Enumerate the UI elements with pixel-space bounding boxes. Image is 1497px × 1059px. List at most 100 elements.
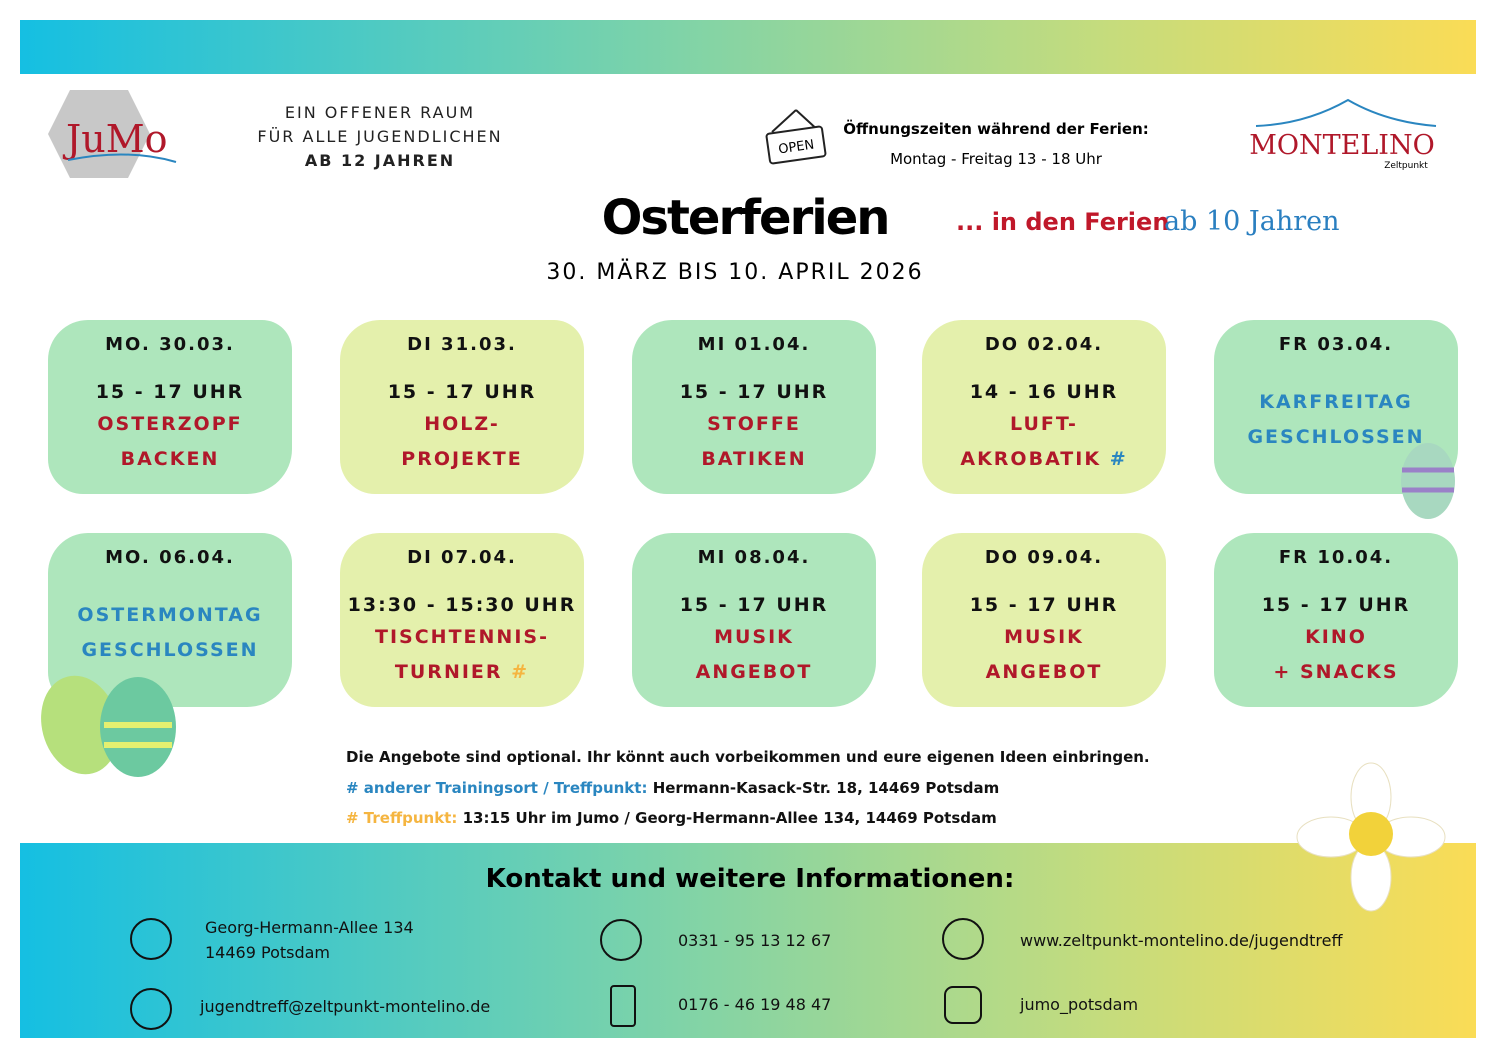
logo-sub: Zeltpunkt xyxy=(1384,161,1428,171)
activity-text: BACKEN xyxy=(120,448,220,470)
activity-text: GESCHLOSSEN xyxy=(1247,426,1425,448)
day-date: FR 10.04. xyxy=(1278,547,1394,568)
activity-line: TISCHTENNIS- xyxy=(340,620,584,655)
day-box: MI 08.04. 15 - 17 UHR MUSIK ANGEBOT xyxy=(632,533,876,707)
activity-line: BACKEN xyxy=(48,442,292,477)
mail-icon xyxy=(130,988,172,1030)
activity-line: OSTERMONTAG xyxy=(48,598,292,633)
day-date: FR 03.04. xyxy=(1278,334,1394,355)
day-activity: MUSIK ANGEBOT xyxy=(922,620,1166,690)
day-activity: OSTERMONTAG GESCHLOSSEN xyxy=(48,598,292,668)
activity-text: KINO xyxy=(1305,626,1367,648)
activity-text: TISCHTENNIS- xyxy=(375,626,549,648)
activity-line: KARFREITAG xyxy=(1214,385,1458,420)
title: Osterferien xyxy=(601,190,891,246)
day-time: 15 - 17 UHR xyxy=(387,381,537,403)
logo-text: MONTELINO xyxy=(1249,130,1434,161)
day-time: 13:30 - 15:30 UHR xyxy=(347,594,577,616)
day-box: DI 31.03. 15 - 17 UHR HOLZ- PROJEKTE xyxy=(340,320,584,494)
activity-line: OSTERZOPF xyxy=(48,407,292,442)
day-box: DO 02.04. 14 - 16 UHR LUFT- AKROBATIK # xyxy=(922,320,1166,494)
hours: Montag - Freitag 13 - 18 Uhr xyxy=(890,150,1102,168)
marker: # xyxy=(511,661,530,683)
tagline-line: AB 12 JAHREN xyxy=(304,151,456,170)
activity-text: STOFFE xyxy=(707,413,801,435)
activity-line: GESCHLOSSEN xyxy=(48,633,292,668)
opening-hours: Öffnungszeiten während der Ferien: Monta… xyxy=(836,114,1156,174)
day-activity: KARFREITAG GESCHLOSSEN xyxy=(1214,385,1458,455)
instagram-icon xyxy=(944,986,982,1024)
website: www.zeltpunkt-montelino.de/jugendtreff xyxy=(1020,931,1343,950)
contact-panel xyxy=(20,843,1476,1038)
daffodil xyxy=(1296,762,1446,912)
note-text: 13:15 Uhr im Jumo / Georg-Hermann-Allee … xyxy=(462,809,997,827)
tagline-line: EIN OFFENER RAUM xyxy=(284,103,476,122)
activity-line: AKROBATIK # xyxy=(922,442,1166,477)
activity-text: MUSIK xyxy=(714,626,794,648)
day-box: MI 01.04. 15 - 17 UHR STOFFE BATIKEN xyxy=(632,320,876,494)
tagline: EIN OFFENER RAUM FÜR ALLE JUGENDLICHEN A… xyxy=(240,101,520,173)
activity-text: OSTERZOPF xyxy=(97,413,243,435)
easter-eggs xyxy=(41,675,176,777)
day-date: DO 02.04. xyxy=(984,334,1104,355)
easter-egg xyxy=(1401,443,1455,519)
note-text: Hermann-Kasack-Str. 18, 14469 Potsdam xyxy=(652,779,1000,797)
dates: 30. MÄRZ BIS 10. APRIL 2026 xyxy=(546,260,924,285)
day-date: MI 01.04. xyxy=(697,334,811,355)
activity-line: BATIKEN xyxy=(632,442,876,477)
activity-text: ANGEBOT xyxy=(985,661,1103,683)
home-icon xyxy=(130,918,172,960)
activity-text: MUSIK xyxy=(1004,626,1084,648)
day-time: 15 - 17 UHR xyxy=(969,594,1119,616)
instagram: jumo_potsdam xyxy=(1020,995,1139,1014)
web-icon xyxy=(942,918,984,960)
activity-line: MUSIK xyxy=(922,620,1166,655)
day-time: 15 - 17 UHR xyxy=(679,594,829,616)
activity-line: ANGEBOT xyxy=(922,655,1166,690)
activity-text: GESCHLOSSEN xyxy=(81,639,259,661)
activity-line: STOFFE xyxy=(632,407,876,442)
day-date: MI 08.04. xyxy=(697,547,811,568)
jumo-logo: JuMo xyxy=(48,90,177,178)
activity-text: KARFREITAG xyxy=(1259,391,1413,413)
day-activity: MUSIK ANGEBOT xyxy=(632,620,876,690)
activity-text: + SNACKS xyxy=(1273,661,1399,683)
day-date: MO. 06.04. xyxy=(105,547,235,568)
activity-line: KINO xyxy=(1214,620,1458,655)
address-line: Georg-Hermann-Allee 134 xyxy=(205,918,414,937)
day-box: DI 07.04. 13:30 - 15:30 UHR TISCHTENNIS- TU… xyxy=(340,533,584,707)
day-date: DI 07.04. xyxy=(407,547,517,568)
activity-line: MUSIK xyxy=(632,620,876,655)
day-time: 15 - 17 UHR xyxy=(679,381,829,403)
day-time: 14 - 16 UHR xyxy=(969,381,1119,403)
activity-text: BATIKEN xyxy=(701,448,807,470)
mobile-icon xyxy=(610,985,636,1027)
day-activity: KINO + SNACKS xyxy=(1214,620,1458,690)
open-text: OPEN xyxy=(777,138,815,158)
day-activity: TISCHTENNIS- TURNIER # xyxy=(340,620,584,690)
slogan: ... in den Ferien xyxy=(956,208,1170,236)
activity-text: ANGEBOT xyxy=(695,661,813,683)
day-date: DO 09.04. xyxy=(984,547,1104,568)
contact-heading: Kontakt und weitere Informationen: xyxy=(485,864,1015,894)
note: Die Angebote sind optional. Ihr könnt au… xyxy=(346,748,1150,766)
note-label: # Treffpunkt: xyxy=(346,809,458,827)
day-activity: OSTERZOPF BACKEN xyxy=(48,407,292,477)
montelino-logo: MONTELINO Zeltpunkt xyxy=(1249,98,1437,171)
day-box: FR 10.04. 15 - 17 UHR KINO + SNACKS xyxy=(1214,533,1458,707)
day-date: MO. 30.03. xyxy=(105,334,235,355)
day-box: MO. 06.04. OSTERMONTAG GESCHLOSSEN xyxy=(48,533,292,707)
activity-text: LUFT- xyxy=(1010,413,1078,435)
slogan: ab 10 Jahren xyxy=(1164,206,1340,237)
note-label: # anderer Trainingsort / Treffpunkt: xyxy=(346,779,648,797)
note: # Treffpunkt: 13:15 Uhr im Jumo / Georg-… xyxy=(346,809,997,827)
activity-line: LUFT- xyxy=(922,407,1166,442)
open-sign: OPEN xyxy=(765,109,827,165)
activity-line: + SNACKS xyxy=(1214,655,1458,690)
day-time: 15 - 17 UHR xyxy=(95,381,245,403)
day-box: DO 09.04. 15 - 17 UHR MUSIK ANGEBOT xyxy=(922,533,1166,707)
top-bar xyxy=(20,20,1476,74)
activity-text: AKROBATIK xyxy=(960,448,1102,470)
mobile: 0176 - 46 19 48 47 xyxy=(678,995,832,1014)
